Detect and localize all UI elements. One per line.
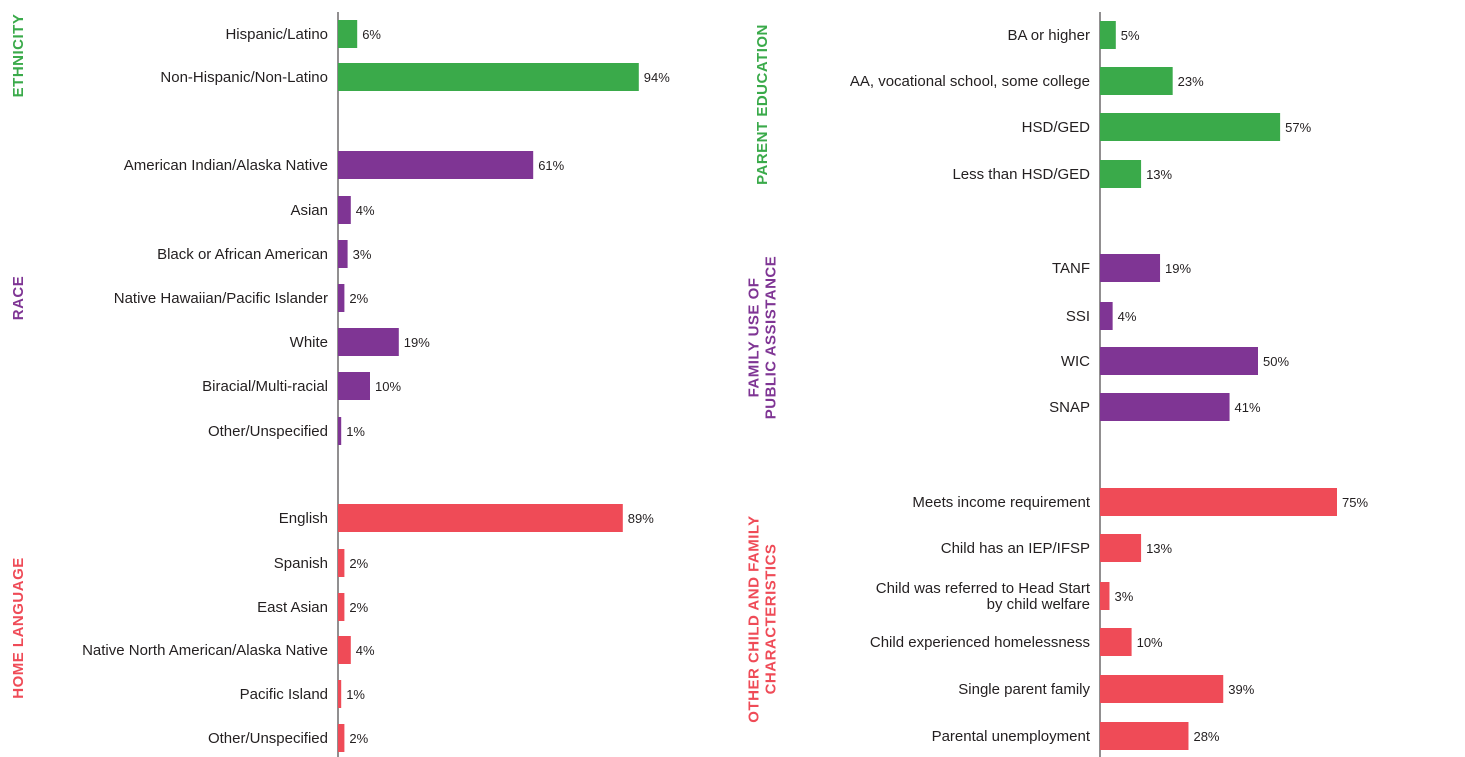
- section-title-parent-education: PARENT EDUCATION: [754, 24, 771, 185]
- value-label: 10%: [375, 379, 401, 394]
- value-label: 19%: [1165, 261, 1191, 276]
- category-label: Child has an IEP/IFSP: [941, 540, 1090, 557]
- bar-other-child-and-family-characteristics-single-parent-family: [1100, 675, 1224, 703]
- value-label: 13%: [1146, 541, 1172, 556]
- bar-race-black-or-african-american: [338, 240, 348, 268]
- category-label: AA, vocational school, some college: [850, 73, 1090, 90]
- category-label: TANF: [1052, 260, 1090, 277]
- value-label: 3%: [1114, 589, 1133, 604]
- value-label: 41%: [1235, 400, 1261, 415]
- bar-home-language-english: [338, 504, 623, 532]
- bar-other-child-and-family-characteristics-child-experienced-homelessness: [1100, 628, 1132, 656]
- bar-parent-education-aa-vocational-school-some-college: [1100, 67, 1173, 95]
- category-label: SNAP: [1049, 399, 1090, 416]
- category-label: Other/Unspecified: [208, 730, 328, 747]
- value-label: 39%: [1228, 682, 1254, 697]
- bar-parent-education-hsd-ged: [1100, 113, 1281, 141]
- bar-race-american-indian-alaska-native: [338, 151, 534, 179]
- value-label: 50%: [1263, 354, 1289, 369]
- value-label: 2%: [349, 556, 368, 571]
- category-label: BA or higher: [1007, 27, 1090, 44]
- section-title-other-child-and-family-characteristics: OTHER CHILD AND FAMILYCHARACTERISTICS: [746, 515, 780, 722]
- category-label: Single parent family: [958, 681, 1090, 698]
- value-label: 10%: [1137, 635, 1163, 650]
- value-label: 4%: [356, 203, 375, 218]
- category-label: HSD/GED: [1022, 119, 1091, 136]
- bar-other-child-and-family-characteristics-parental-unemployment: [1100, 722, 1189, 750]
- bar-race-other-unspecified: [338, 417, 342, 445]
- category-label: Less than HSD/GED: [952, 166, 1090, 183]
- category-label: American Indian/Alaska Native: [124, 157, 328, 174]
- bar-parent-education-less-than-hsd-ged: [1100, 160, 1142, 188]
- value-label: 4%: [1118, 309, 1137, 324]
- section-title-race: RACE: [10, 276, 27, 321]
- value-label: 75%: [1342, 495, 1368, 510]
- value-label: 6%: [362, 27, 381, 42]
- category-label: Native Hawaiian/Pacific Islander: [114, 290, 328, 307]
- category-label: White: [290, 334, 328, 351]
- category-label: Asian: [290, 202, 328, 219]
- category-label: Child experienced homelessness: [870, 634, 1090, 651]
- section-title-family-use-of-public-assistance: FAMILY USE OFPUBLIC ASSISTANCE: [746, 256, 780, 420]
- bar-family-use-of-public-assistance-wic: [1100, 347, 1258, 375]
- category-label: Native North American/Alaska Native: [82, 642, 328, 659]
- bar-family-use-of-public-assistance-snap: [1100, 393, 1230, 421]
- value-label: 4%: [356, 643, 375, 658]
- bar-other-child-and-family-characteristics-child-was-referred-to-head-start-by-child-welfare: [1100, 582, 1110, 610]
- bar-home-language-east-asian: [338, 593, 345, 621]
- value-label: 3%: [353, 247, 372, 262]
- bar-other-child-and-family-characteristics-child-has-an-iep-ifsp: [1100, 534, 1142, 562]
- value-label: 19%: [404, 335, 430, 350]
- value-label: 23%: [1178, 74, 1204, 89]
- section-title-ethnicity: ETHNICITY: [10, 14, 27, 98]
- bar-home-language-other-unspecified: [338, 724, 345, 752]
- category-label: Child was referred to Head Start by child…: [876, 580, 1091, 613]
- section-title-home-language: HOME LANGUAGE: [10, 557, 27, 699]
- category-label: Non-Hispanic/Non-Latino: [160, 69, 328, 86]
- category-label: Pacific Island: [240, 686, 328, 703]
- value-label: 2%: [349, 291, 368, 306]
- category-label: English: [279, 510, 328, 527]
- category-label: Hispanic/Latino: [225, 26, 328, 43]
- value-label: 57%: [1285, 120, 1311, 135]
- bar-home-language-spanish: [338, 549, 345, 577]
- value-label: 61%: [538, 158, 564, 173]
- bar-race-white: [338, 328, 399, 356]
- bar-ethnicity-hispanic-latino: [338, 20, 358, 48]
- category-label: Spanish: [274, 555, 328, 572]
- value-label: 5%: [1121, 28, 1140, 43]
- value-label: 28%: [1193, 729, 1219, 744]
- bar-ethnicity-non-hispanic-non-latino: [338, 63, 639, 91]
- value-label: 94%: [644, 70, 670, 85]
- bar-race-native-hawaiian-pacific-islander: [338, 284, 345, 312]
- bar-home-language-pacific-island: [338, 680, 342, 708]
- value-label: 13%: [1146, 167, 1172, 182]
- category-label: Parental unemployment: [932, 728, 1091, 745]
- category-label: East Asian: [257, 599, 328, 616]
- bar-race-biracial-multi-racial: [338, 372, 370, 400]
- value-label: 1%: [346, 687, 365, 702]
- value-label: 2%: [349, 600, 368, 615]
- bar-other-child-and-family-characteristics-meets-income-requirement: [1100, 488, 1337, 516]
- value-label: 2%: [349, 731, 368, 746]
- category-label: Black or African American: [157, 246, 328, 263]
- category-label: WIC: [1061, 353, 1090, 370]
- value-label: 1%: [346, 424, 365, 439]
- bar-parent-education-ba-or-higher: [1100, 21, 1116, 49]
- category-label: SSI: [1066, 308, 1090, 325]
- category-label: Other/Unspecified: [208, 423, 328, 440]
- bar-race-asian: [338, 196, 351, 224]
- category-label: Meets income requirement: [912, 494, 1090, 511]
- value-label: 89%: [628, 511, 654, 526]
- bar-home-language-native-north-american-alaska-native: [338, 636, 351, 664]
- category-label: Biracial/Multi-racial: [202, 378, 328, 395]
- bar-family-use-of-public-assistance-tanf: [1100, 254, 1161, 282]
- bar-family-use-of-public-assistance-ssi: [1100, 302, 1113, 330]
